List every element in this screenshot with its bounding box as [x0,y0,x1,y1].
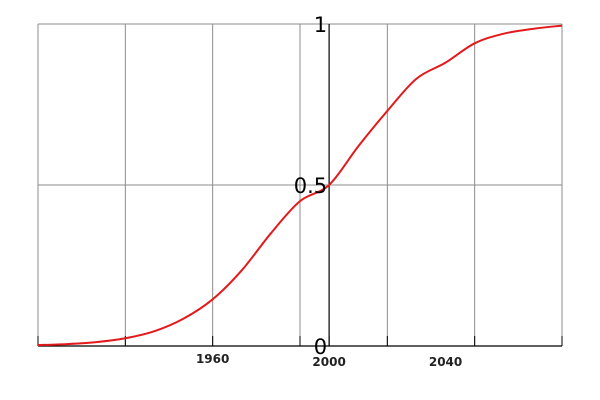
axes [37,24,563,347]
y-tick-label: 0 [314,335,327,359]
x-tick-label: 2000 [312,355,345,369]
x-tick-label: 1960 [196,352,229,366]
y-tick-label: 0.5 [294,174,327,198]
y-tick-label: 1 [314,13,327,37]
series-line [37,24,563,347]
x-tick-label: 2040 [429,355,462,369]
series-layer [37,24,563,347]
grid [37,23,563,346]
tick-labels: 0 0.5 1 1960 2000 2040 [196,13,462,369]
